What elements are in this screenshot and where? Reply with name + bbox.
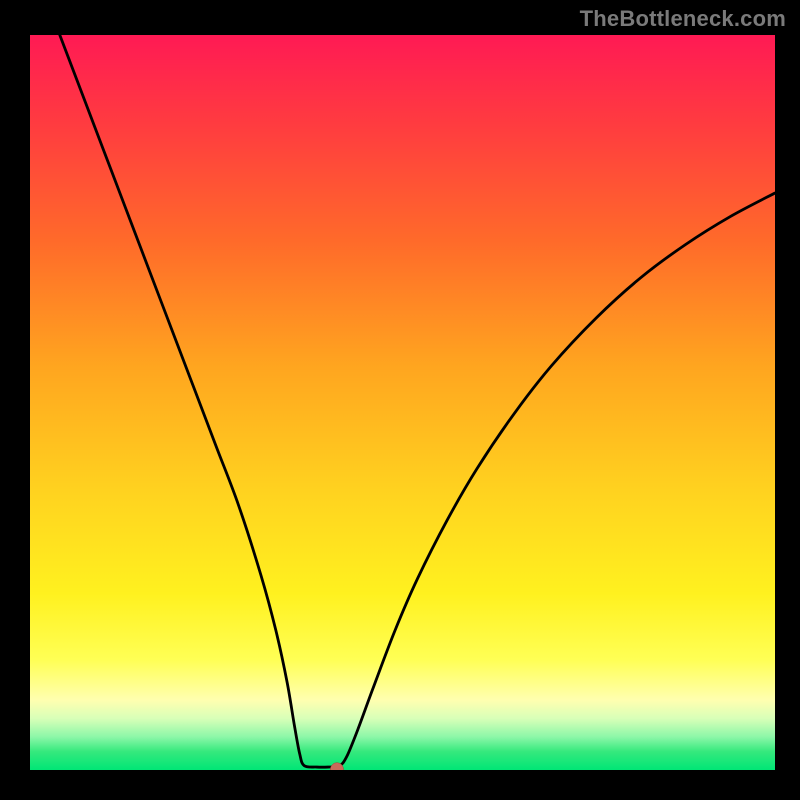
chart-plot-area	[30, 35, 775, 770]
watermark-text: TheBottleneck.com	[580, 6, 786, 32]
chart-background	[30, 35, 775, 770]
chart-frame: TheBottleneck.com	[0, 0, 800, 800]
chart-svg	[30, 35, 775, 770]
